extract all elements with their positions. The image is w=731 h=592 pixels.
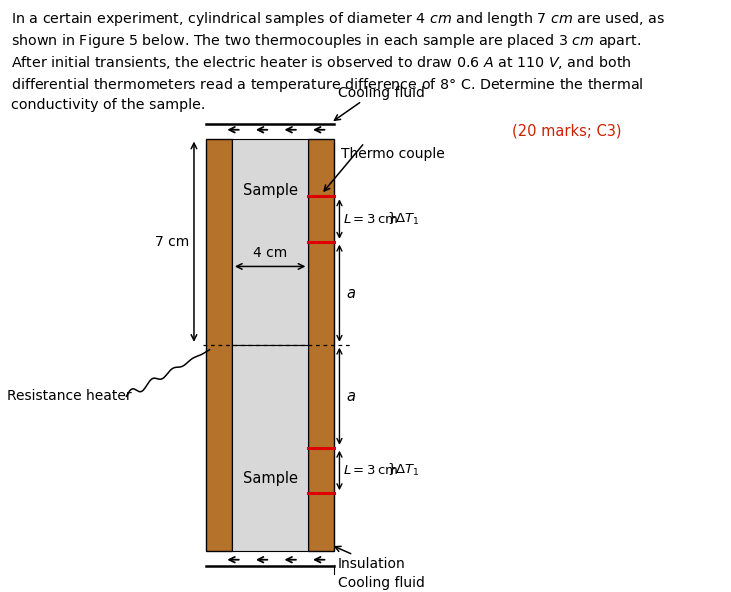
- Text: Cooling fluid: Cooling fluid: [338, 86, 425, 100]
- Text: Resistance heater: Resistance heater: [7, 390, 132, 403]
- Bar: [206, 139, 232, 551]
- Text: Cooling fluid: Cooling fluid: [338, 575, 425, 590]
- Text: shown in Figure 5 below. The two thermocouples in each sample are placed $\mathi: shown in Figure 5 below. The two thermoc…: [11, 32, 641, 50]
- Text: After initial transients, the electric heater is observed to draw $\mathit{0.6}$: After initial transients, the electric h…: [11, 54, 632, 71]
- Text: conductivity of the sample.: conductivity of the sample.: [11, 98, 205, 112]
- Text: a: a: [346, 286, 355, 301]
- Text: }$\Delta T_1$: }$\Delta T_1$: [387, 462, 420, 478]
- Text: Thermo couple: Thermo couple: [341, 147, 445, 160]
- Text: differential thermometers read a temperature difference of $\mathit{8}$° C. Dete: differential thermometers read a tempera…: [11, 76, 644, 94]
- Text: $L=3\,$cm: $L=3\,$cm: [343, 464, 398, 477]
- Bar: [232, 139, 308, 345]
- Text: In a certain experiment, cylindrical samples of diameter $\mathit{4}$ $\mathit{c: In a certain experiment, cylindrical sam…: [11, 10, 666, 28]
- Bar: [308, 139, 334, 551]
- Text: Sample: Sample: [243, 471, 298, 486]
- Text: 4 cm: 4 cm: [253, 246, 287, 259]
- Text: a: a: [346, 389, 355, 404]
- Bar: [232, 345, 308, 551]
- Text: Sample: Sample: [243, 183, 298, 198]
- Text: $L=3\,$cm: $L=3\,$cm: [343, 213, 398, 226]
- Text: Insulation: Insulation: [338, 556, 406, 571]
- Text: }$\Delta T_1$: }$\Delta T_1$: [387, 211, 420, 227]
- Text: 7 cm: 7 cm: [156, 234, 189, 249]
- Text: (20 marks; C3): (20 marks; C3): [512, 124, 622, 139]
